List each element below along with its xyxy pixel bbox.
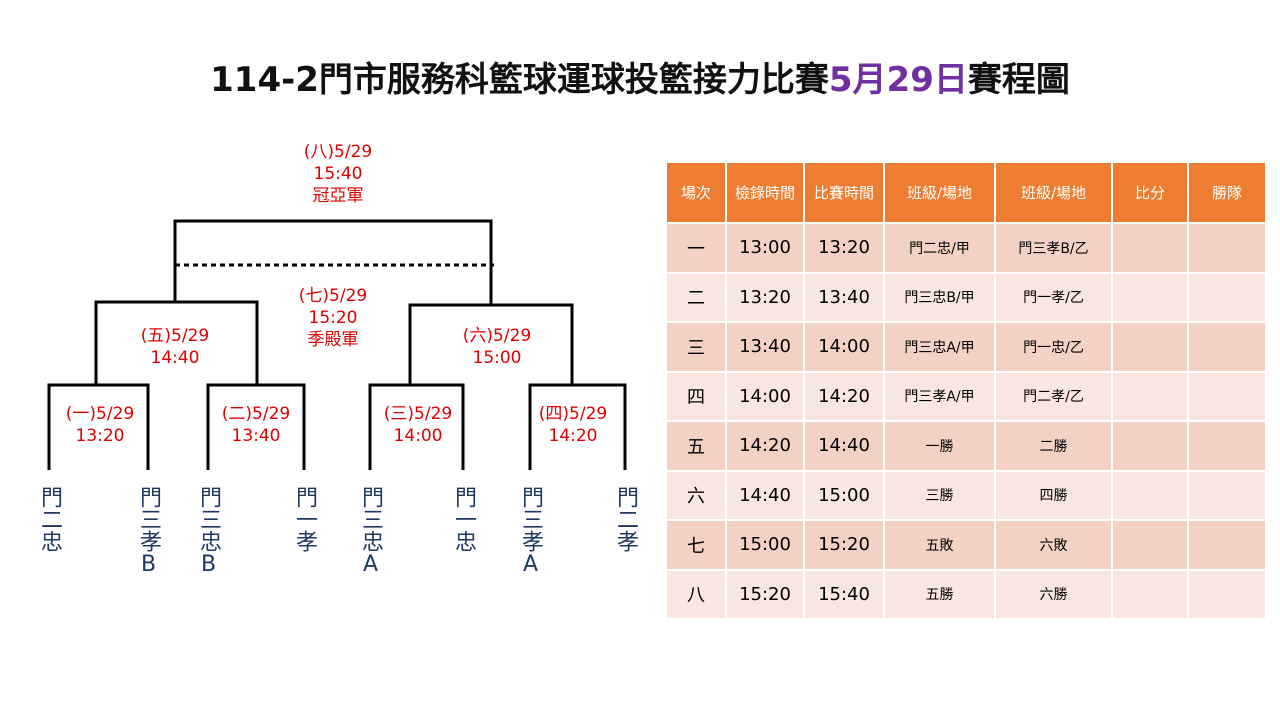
table-cell	[1112, 223, 1188, 273]
table-cell: 六勝	[995, 569, 1112, 619]
title-suffix: 賽程圖	[967, 60, 1070, 100]
table-cell	[1188, 272, 1266, 322]
table-cell	[1112, 272, 1188, 322]
match-label: 15:00	[473, 348, 522, 368]
table-cell	[1112, 520, 1188, 570]
table-cell: 門二孝/乙	[995, 371, 1112, 421]
match-label: 14:20	[549, 426, 598, 446]
team: 門三忠B	[196, 486, 221, 577]
team: 門二忠	[37, 486, 62, 552]
header-cell: 檢錄時間	[726, 162, 804, 223]
match-label: 15:20	[309, 308, 358, 328]
header-cell: 班級/場地	[884, 162, 995, 223]
table-cell	[1112, 569, 1188, 619]
header-cell: 班級/場地	[995, 162, 1112, 223]
match-label: (五)5/29	[141, 326, 209, 346]
table-cell: 六敗	[995, 520, 1112, 570]
header-cell: 場次	[666, 162, 726, 223]
table-cell: 14:00	[804, 322, 884, 372]
table-cell	[1112, 322, 1188, 372]
table-cell	[1112, 421, 1188, 471]
match-label: 季殿軍	[308, 330, 359, 350]
match-label: 14:40	[151, 348, 200, 368]
header-cell: 比賽時間	[804, 162, 884, 223]
match-label: (四)5/29	[539, 404, 607, 424]
table-cell: 三	[666, 322, 726, 372]
match-label: 13:40	[232, 426, 281, 446]
team: 門三孝B	[136, 486, 161, 577]
match-label: 14:00	[394, 426, 443, 446]
table-cell: 14:40	[726, 470, 804, 520]
title: 114-2門市服務科籃球運球投籃接力比賽5月29日賽程圖	[0, 52, 1280, 101]
table-cell: 一勝	[884, 421, 995, 471]
table-cell	[1112, 470, 1188, 520]
team: 門一忠	[451, 486, 476, 552]
table-cell: 14:20	[804, 371, 884, 421]
table-cell	[1112, 371, 1188, 421]
table-cell: 五	[666, 421, 726, 471]
title-date: 5月29日	[828, 60, 968, 100]
table-cell	[1188, 223, 1266, 273]
table-cell: 15:00	[804, 470, 884, 520]
match-label: (六)5/29	[463, 326, 531, 346]
table-cell: 門一孝/乙	[995, 272, 1112, 322]
table-cell	[1188, 470, 1266, 520]
table-cell: 13:40	[804, 272, 884, 322]
table-cell: 14:40	[804, 421, 884, 471]
table-cell: 門三忠A/甲	[884, 322, 995, 372]
table-cell: 三勝	[884, 470, 995, 520]
table-cell: 二	[666, 272, 726, 322]
table-cell: 四	[666, 371, 726, 421]
table-cell: 13:40	[726, 322, 804, 372]
match-label: 15:40	[314, 164, 363, 184]
table-cell: 15:40	[804, 569, 884, 619]
table-cell	[1188, 322, 1266, 372]
table-cell: 13:20	[804, 223, 884, 273]
match-label: (七)5/29	[299, 286, 367, 306]
table-cell: 六	[666, 470, 726, 520]
header-cell: 勝隊	[1188, 162, 1266, 223]
match-label: (一)5/29	[66, 404, 134, 424]
table-cell: 二勝	[995, 421, 1112, 471]
bracket: (八)5/2915:40冠亞軍(七)5/2915:20季殿軍(五)5/2914:…	[47, 142, 627, 470]
table-cell: 13:20	[726, 272, 804, 322]
table-cell: 13:00	[726, 223, 804, 273]
table-cell: 四勝	[995, 470, 1112, 520]
table-cell: 五敗	[884, 520, 995, 570]
table-cell: 八	[666, 569, 726, 619]
table-cell	[1188, 520, 1266, 570]
table-cell: 門三忠B/甲	[884, 272, 995, 322]
table-cell: 門三孝A/甲	[884, 371, 995, 421]
table-cell: 門三孝B/乙	[995, 223, 1112, 273]
team: 門三孝A	[518, 486, 543, 577]
team: 門一孝	[292, 486, 317, 552]
table-cell: 14:00	[726, 371, 804, 421]
title-main: 114-2門市服務科籃球運球投籃接力比賽	[210, 60, 829, 100]
table-cell: 15:20	[804, 520, 884, 570]
table-cell	[1188, 421, 1266, 471]
table-cell	[1188, 569, 1266, 619]
table-cell: 14:20	[726, 421, 804, 471]
table-cell: 七	[666, 520, 726, 570]
table-cell	[1188, 371, 1266, 421]
table-cell: 15:00	[726, 520, 804, 570]
bracket-lines	[47, 219, 627, 470]
match-label: 冠亞軍	[313, 186, 364, 206]
table-cell: 15:20	[726, 569, 804, 619]
team: 門三忠A	[358, 486, 383, 577]
team: 門二孝	[613, 486, 638, 552]
match-label: (八)5/29	[304, 142, 372, 162]
match-label: (三)5/29	[384, 404, 452, 424]
header-cell: 比分	[1112, 162, 1188, 223]
match-label: (二)5/29	[222, 404, 290, 424]
table-cell: 門二忠/甲	[884, 223, 995, 273]
match-label: 13:20	[76, 426, 125, 446]
table-cell: 五勝	[884, 569, 995, 619]
table-cell: 一	[666, 223, 726, 273]
table-cell: 門一忠/乙	[995, 322, 1112, 372]
